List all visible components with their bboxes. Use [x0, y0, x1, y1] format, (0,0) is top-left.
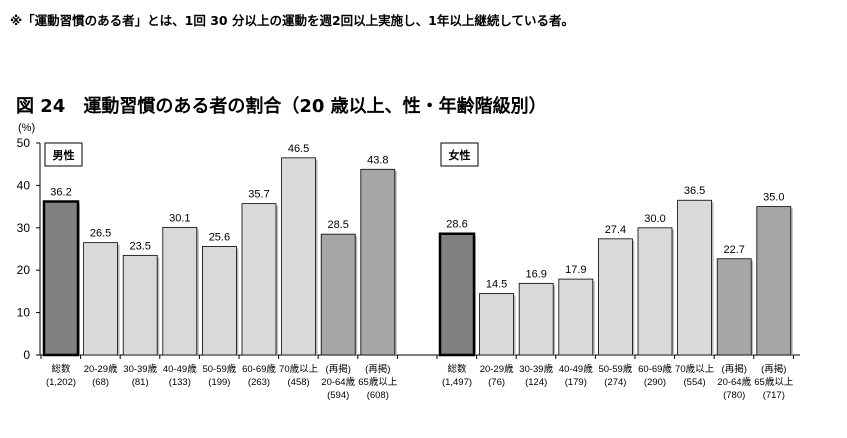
x-tick-label: (76): [488, 377, 505, 388]
y-tick-label: 50: [17, 136, 31, 150]
data-label: 14.5: [486, 279, 507, 291]
x-tick-label: 65歳以上: [358, 376, 398, 388]
bar: [598, 238, 633, 356]
bar: [438, 232, 476, 357]
legend-label: 女性: [449, 148, 471, 162]
legend-label: 男性: [53, 148, 75, 162]
data-label: 36.5: [684, 185, 705, 197]
x-tick-label: (再掲): [365, 363, 390, 375]
x-tick-label: (81): [132, 377, 149, 388]
bar: [162, 226, 198, 356]
y-axis-unit: (%): [18, 122, 35, 134]
x-tick-label: (再掲): [761, 363, 786, 375]
x-tick-label: (554): [684, 377, 706, 388]
y-tick-label: 0: [23, 348, 30, 362]
x-tick-label: (133): [169, 377, 191, 388]
x-tick-label: (再掲): [722, 363, 747, 375]
x-tick-label: 総数: [447, 363, 467, 375]
bar: [479, 293, 515, 356]
x-tick-label: 60-69歳: [638, 363, 672, 375]
data-label: 43.8: [367, 154, 388, 166]
x-tick-label: 総数: [51, 363, 71, 375]
x-tick-label: 65歳以上: [754, 376, 794, 388]
x-tick-label: 50-59歳: [202, 363, 236, 375]
bar: [677, 199, 712, 356]
x-tick-label: 20-29歳: [480, 363, 514, 375]
data-label: 25.6: [209, 231, 230, 243]
x-tick-label: (594): [327, 390, 349, 401]
data-label: 27.4: [605, 224, 626, 236]
bar: [756, 206, 792, 356]
bar: [83, 242, 118, 356]
x-tick-label: (780): [723, 390, 745, 401]
data-label: 36.2: [50, 187, 71, 199]
data-label: 28.5: [327, 219, 348, 231]
data-label: 22.7: [723, 244, 744, 256]
y-tick-label: 20: [17, 263, 31, 277]
legend-box: [440, 142, 479, 167]
y-tick-label: 40: [17, 178, 31, 192]
x-tick-label: 40-49歳: [163, 363, 197, 375]
x-tick-label: 50-59歳: [598, 363, 632, 375]
x-tick-label: (458): [288, 377, 310, 388]
y-tick-label: 30: [17, 221, 31, 235]
bar: [716, 258, 752, 356]
data-label: 16.9: [525, 268, 546, 280]
x-tick-label: 70歳以上: [675, 363, 715, 375]
x-tick-label: (68): [92, 377, 109, 388]
bar: [281, 157, 317, 356]
data-label: 17.9: [565, 264, 586, 276]
bar: [42, 200, 80, 357]
x-tick-label: (179): [565, 377, 587, 388]
x-tick-label: 70歳以上: [279, 363, 319, 375]
y-tick-label: 10: [17, 306, 31, 320]
bar: [201, 246, 237, 356]
x-tick-label: (717): [763, 390, 785, 401]
chart-title: 図 24 運動習慣のある者の割合（20 歳以上、性・年齢階級別）: [16, 96, 547, 117]
bar: [360, 168, 396, 356]
x-tick-label: (124): [525, 377, 547, 388]
x-tick-label: (263): [248, 377, 270, 388]
x-tick-label: (290): [644, 377, 666, 388]
x-tick-label: (1,202): [46, 377, 76, 388]
x-tick-label: (再掲): [326, 363, 351, 375]
data-label: 30.0: [644, 213, 665, 225]
x-tick-label: 40-49歳: [559, 363, 593, 375]
x-tick-label: (1,497): [442, 377, 472, 388]
legend-box: [44, 142, 83, 167]
bar: [122, 254, 158, 356]
x-tick-label: 20-29歳: [84, 363, 118, 375]
bar: [518, 282, 554, 356]
bar: [558, 278, 594, 356]
bar: [637, 227, 673, 356]
data-label: 30.1: [169, 212, 190, 224]
x-tick-label: (199): [208, 377, 230, 388]
data-label: 35.7: [248, 189, 269, 201]
bar: [320, 233, 356, 356]
data-label: 35.0: [763, 192, 784, 204]
bar: [241, 203, 277, 356]
data-label: 26.5: [90, 228, 111, 240]
data-label: 28.6: [446, 219, 467, 231]
x-tick-label: 60-69歳: [242, 363, 276, 375]
x-tick-label: 20-64歳: [321, 376, 355, 388]
data-label: 23.5: [129, 240, 150, 252]
footnote: ※「運動習慣のある者」とは、1回 30 分以上の運動を週2回以上実施し、1年以上…: [10, 13, 574, 28]
data-label: 46.5: [288, 143, 309, 155]
x-tick-label: 30-39歳: [519, 363, 553, 375]
x-tick-label: (608): [367, 390, 389, 401]
x-tick-label: (274): [604, 377, 626, 388]
x-tick-label: 30-39歳: [123, 363, 157, 375]
x-tick-label: 20-64歳: [717, 376, 751, 388]
